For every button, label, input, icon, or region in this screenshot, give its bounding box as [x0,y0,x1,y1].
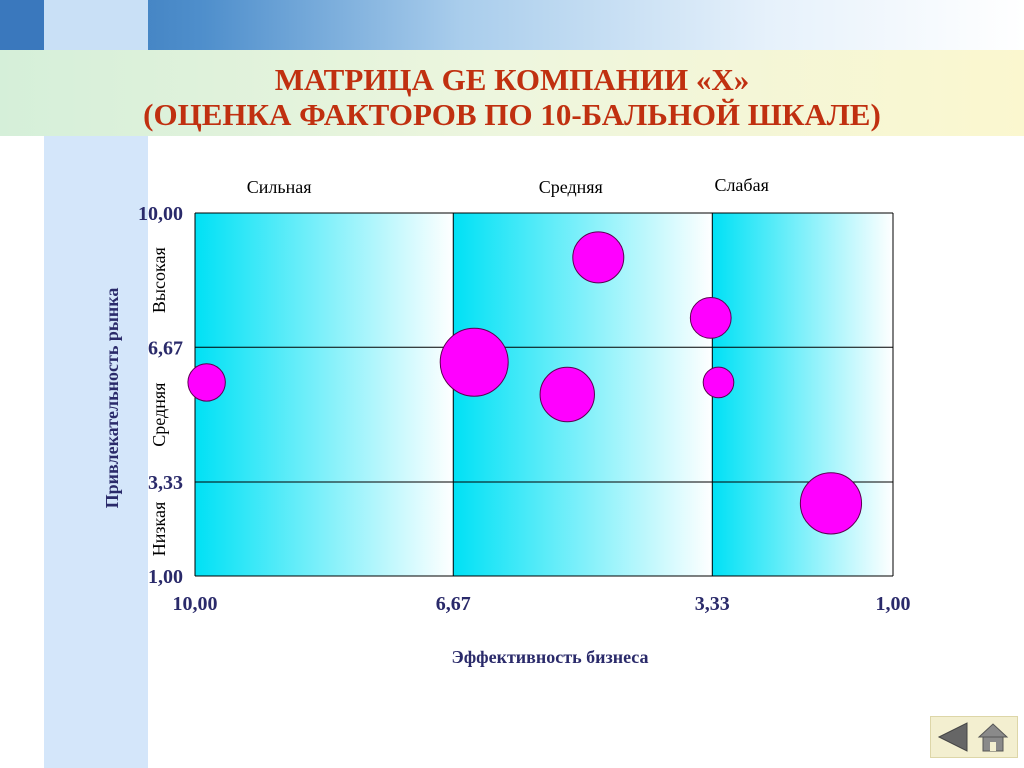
data-bubble-4 [572,231,625,284]
x-tick-label: 1,00 [876,593,911,615]
column-label: Сильная [247,177,312,197]
column-label: Слабая [714,175,768,195]
matrix-column-1 [195,213,454,576]
row-label: Средняя [149,383,169,447]
title-band [0,50,1024,136]
slide-title: МАТРИЦА GE КОМПАНИИ «Х» [274,62,750,97]
data-bubble-5 [689,296,732,339]
data-bubble-2 [439,327,509,397]
data-bubble-6 [702,366,735,399]
slide-subtitle: (ОЦЕНКА ФАКТОРОВ ПО 10-БАЛЬНОЙ ШКАЛЕ) [143,97,881,132]
side-strip [44,50,148,768]
column-label: Средняя [539,177,603,197]
x-tick-label: 3,33 [695,593,730,615]
header-band [0,0,1024,50]
y-axis-title: Привлекательность рынка [102,288,122,509]
data-bubble-3 [539,366,595,423]
y-tick-label: 3,33 [148,472,183,494]
home-icon[interactable] [977,723,1009,752]
back-arrow-icon[interactable] [937,722,968,752]
matrix-column-3 [712,213,893,576]
header-accent-block [0,0,44,50]
y-tick-label: 1,00 [148,566,183,588]
data-bubble-7 [799,472,863,535]
row-label: Высокая [149,247,169,313]
data-bubble-1 [187,363,226,402]
navigation-box [930,716,1018,758]
x-tick-label: 6,67 [436,593,471,615]
y-tick-label: 6,67 [148,337,183,359]
x-axis-title: Эффективность бизнеса [451,647,648,667]
x-tick-label: 10,00 [173,593,218,615]
header-light-block [44,0,148,50]
row-label: Низкая [149,502,169,556]
y-tick-label: 10,00 [138,203,183,225]
